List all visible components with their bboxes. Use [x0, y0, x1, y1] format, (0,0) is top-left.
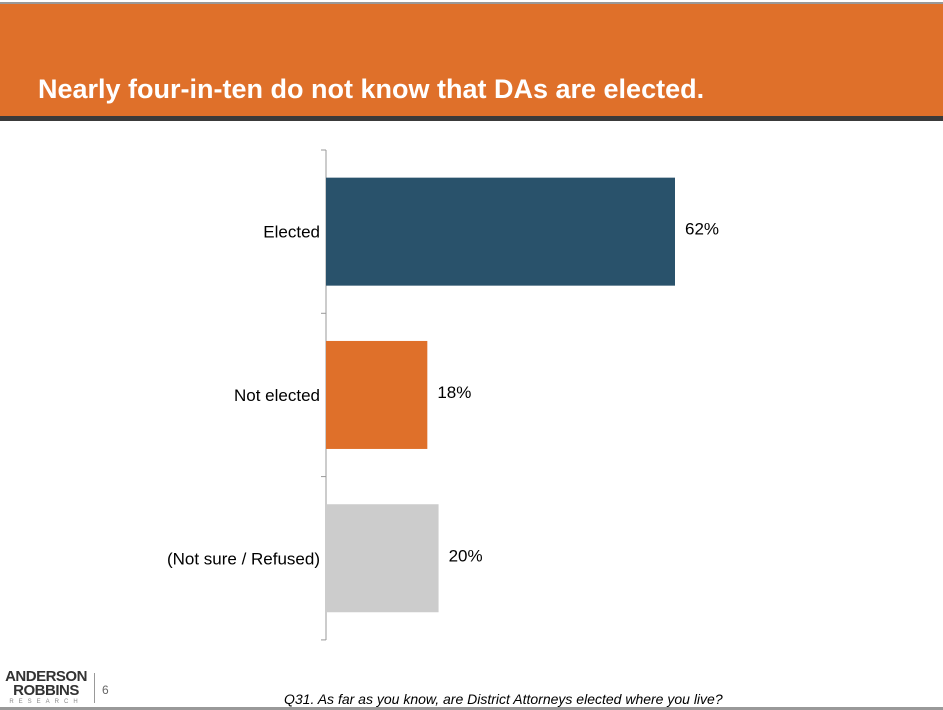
- footer-separator: [94, 673, 95, 703]
- logo: ANDERSON ROBBINS RESEARCH: [4, 668, 88, 707]
- category-label: Elected: [263, 223, 320, 242]
- logo-line-1: ANDERSON: [5, 668, 87, 685]
- question-text: Q31. As far as you know, are District At…: [284, 691, 723, 707]
- header-divider: [0, 116, 943, 121]
- logo-line-2: ROBBINS: [13, 682, 79, 699]
- data-label: 62%: [685, 220, 719, 239]
- bar-not-sure-refused: [326, 504, 439, 613]
- data-label: 20%: [449, 546, 483, 565]
- footer-line: [0, 707, 943, 710]
- bar-elected: [326, 177, 675, 286]
- page-number: 6: [102, 683, 109, 697]
- header-band: [0, 2, 943, 118]
- category-label: Not elected: [234, 386, 320, 405]
- category-label: (Not sure / Refused): [167, 549, 320, 568]
- data-label: 18%: [437, 383, 471, 402]
- slide-title: Nearly four-in-ten do not know that DAs …: [38, 74, 705, 104]
- bar-not-elected: [326, 340, 428, 449]
- logo-line-3: RESEARCH: [9, 699, 83, 705]
